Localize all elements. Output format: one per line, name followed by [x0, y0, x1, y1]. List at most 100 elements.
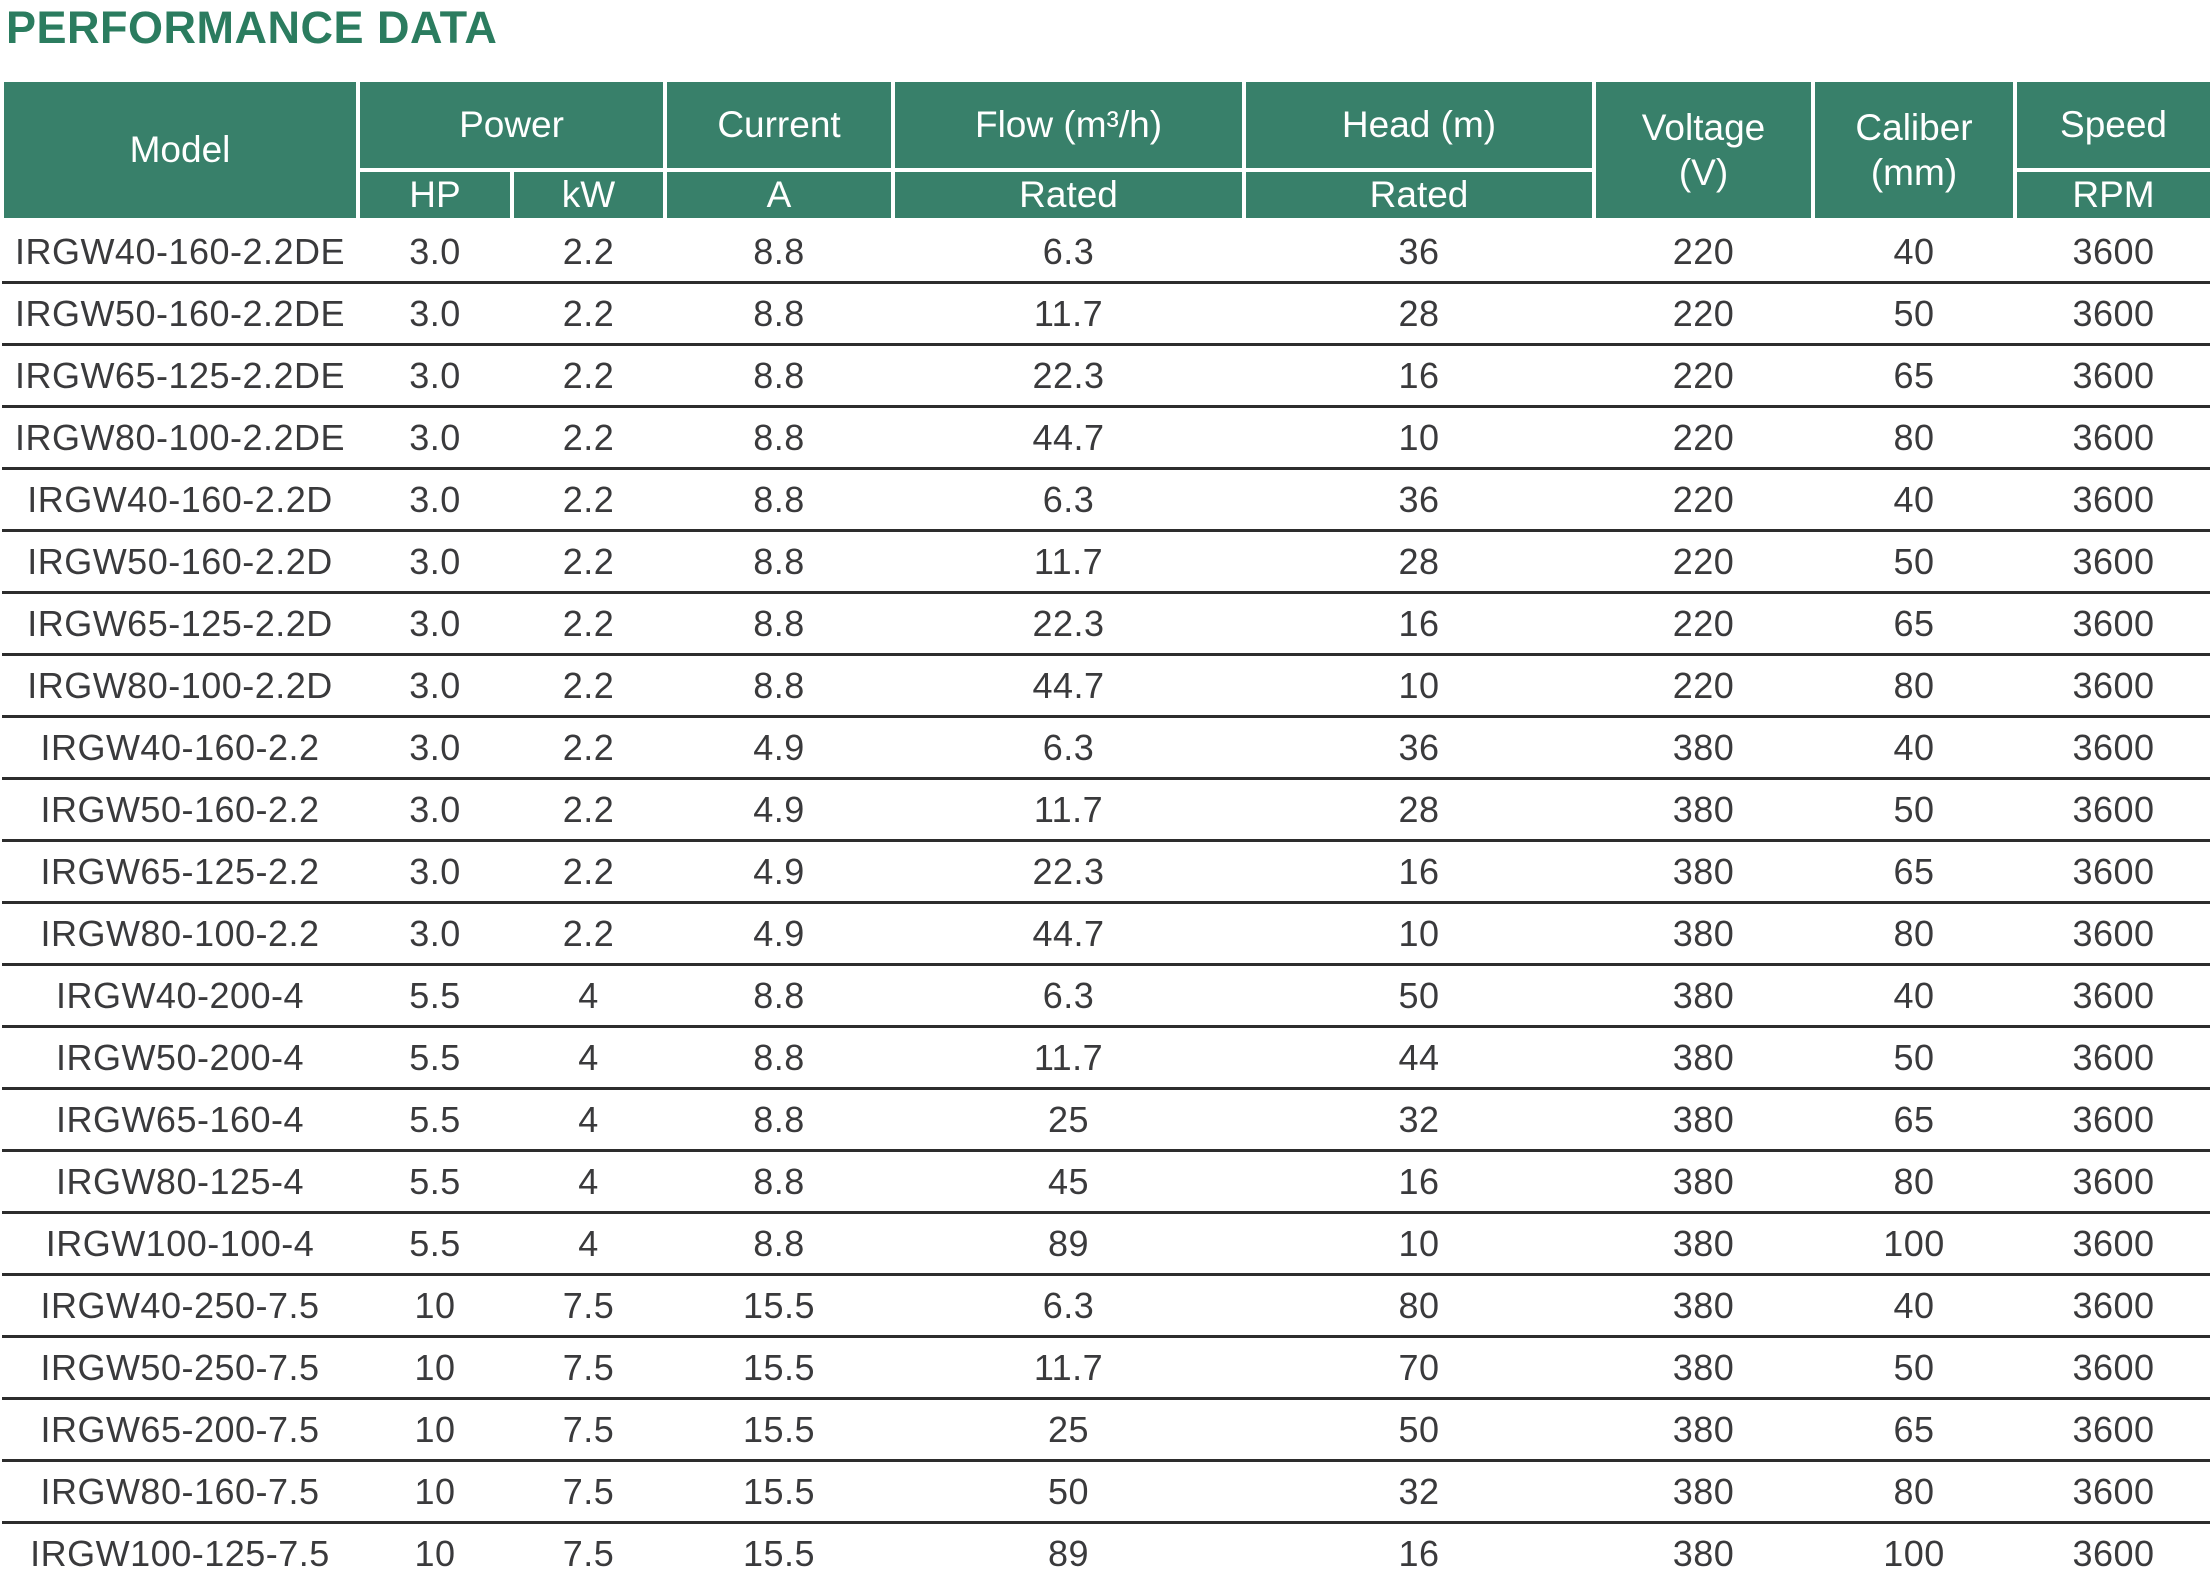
cell-current-a: 8.8	[665, 343, 894, 407]
cell-speed: 3600	[2015, 1273, 2210, 1337]
cell-head-rated: 36	[1244, 467, 1595, 531]
cell-model: IRGW40-160-2.2	[2, 715, 358, 779]
cell-head-rated: 10	[1244, 653, 1595, 717]
table-row: IRGW100-125-7.5 10 7.5 15.5 89 16 380 100 3600	[2, 1521, 2210, 1579]
cell-head-rated: 28	[1244, 281, 1595, 345]
cell-current-a: 15.5	[665, 1335, 894, 1399]
cell-speed: 3600	[2015, 1397, 2210, 1461]
cell-speed: 3600	[2015, 1149, 2210, 1213]
col-header-flow: Flow (m³/h)	[891, 78, 1247, 172]
cell-voltage: 220	[1594, 467, 1814, 531]
cell-voltage: 220	[1594, 343, 1814, 407]
cell-caliber: 65	[1813, 591, 2016, 655]
cell-speed: 3600	[2015, 653, 2210, 717]
cell-head-rated: 10	[1244, 405, 1595, 469]
cell-model: IRGW50-160-2.2D	[2, 529, 358, 593]
cell-caliber: 40	[1893, 230, 1935, 272]
cell-power-kw: 4	[512, 1149, 666, 1213]
cell-flow-rated: 11.7	[893, 777, 1245, 841]
cell-flow-rated: 6.3	[893, 1273, 1245, 1337]
table-row: IRGW100-100-4 5.5 4 8.8 89 10 380 100 3600	[2, 1211, 2210, 1275]
cell-model: IRGW65-125-2.2D	[2, 591, 358, 655]
cell-speed: 3600	[2015, 1459, 2210, 1523]
table-row: IRGW50-250-7.5 10 7.5 15.5 11.7 70 380 50 3600	[2, 1335, 2210, 1399]
cell-head-rated: 28	[1244, 777, 1595, 841]
col-subheader-kw: kW	[509, 168, 668, 222]
cell-caliber: 65	[1813, 1087, 2016, 1151]
cell-caliber: 65	[1813, 839, 2016, 903]
cell-power-hp: 3.0	[358, 281, 512, 345]
cell-speed: 3600	[2015, 1521, 2210, 1579]
cell-power-hp: 3.0	[358, 405, 512, 469]
cell-voltage: 220	[1594, 281, 1814, 345]
cell-voltage: 220	[1594, 591, 1814, 655]
cell-power-kw: 7.5	[512, 1273, 666, 1337]
cell-flow-rated: 45	[893, 1149, 1245, 1213]
cell-flow-rated: 44.7	[893, 901, 1245, 965]
cell-caliber: 40	[1813, 467, 2016, 531]
cell-speed: 3600	[2015, 529, 2210, 593]
cell-power-kw: 7.5	[512, 1521, 666, 1579]
cell-caliber: 65	[1813, 343, 2016, 407]
table-row: IRGW80-100-2.2DE 3.0 2.2 8.8 44.7 10 220 80 3600	[2, 405, 2210, 469]
cell-head-rated: 10	[1244, 901, 1595, 965]
table-row: IRGW50-160-2.2DE 3.0 2.2 8.8 11.7 28 220 50 3600	[2, 281, 2210, 345]
cell-flow-rated: 89	[893, 1211, 1245, 1275]
cell-flow-rated: 11.7	[893, 529, 1245, 593]
performance-table: Model Power Current Flow (m³/h) Head (m)…	[0, 78, 2210, 1579]
col-subheader-head-rated: Rated	[1242, 168, 1597, 222]
cell-power-kw: 2.2	[512, 901, 666, 965]
cell-head-rated: 80	[1244, 1273, 1595, 1337]
cell-model: IRGW65-160-4	[2, 1087, 358, 1151]
cell-speed: 3600	[2015, 1087, 2210, 1151]
cell-caliber: 100	[1813, 1521, 2016, 1579]
cell-power-hp: 10	[358, 1273, 512, 1337]
table-row: IRGW65-125-2.2 3.0 2.2 4.9 22.3 16 380 65 3600	[2, 839, 2210, 903]
cell-power-hp: 3.0	[409, 230, 461, 272]
cell-power-hp: 3.0	[358, 529, 512, 593]
cell-flow-rated: 89	[893, 1521, 1245, 1579]
cell-current-a: 8.8	[753, 230, 805, 272]
cell-speed: 3600	[2015, 1025, 2210, 1089]
cell-current-a: 8.8	[665, 467, 894, 531]
cell-current-a: 4.9	[665, 901, 894, 965]
cell-caliber: 65	[1813, 1397, 2016, 1461]
cell-speed: 3600	[2015, 591, 2210, 655]
cell-speed: 3600	[2015, 343, 2210, 407]
cell-caliber: 40	[1813, 963, 2016, 1027]
cell-power-kw: 2.2	[512, 715, 666, 779]
cell-head-rated: 50	[1244, 1397, 1595, 1461]
cell-flow-rated: 25	[893, 1397, 1245, 1461]
cell-voltage: 380	[1594, 1335, 1814, 1399]
cell-voltage: 220	[1672, 230, 1735, 272]
table-header: Model Power Current Flow (m³/h) Head (m)…	[0, 78, 2210, 222]
cell-flow-rated: 6.3	[893, 467, 1245, 531]
cell-head-rated: 32	[1244, 1459, 1595, 1523]
table-row: IRGW50-200-4 5.5 4 8.8 11.7 44 380 50 3600	[2, 1025, 2210, 1089]
cell-caliber: 50	[1813, 529, 2016, 593]
cell-head-rated: 70	[1244, 1335, 1595, 1399]
cell-model: IRGW80-100-2.2D	[2, 653, 358, 717]
col-header-caliber: Caliber (mm)	[1811, 78, 2018, 222]
table-row: IRGW65-125-2.2DE 3.0 2.2 8.8 22.3 16 220 65 3600	[2, 343, 2210, 407]
cell-flow-rated: 6.3	[1042, 230, 1095, 272]
cell-model: IRGW65-125-2.2	[2, 839, 358, 903]
table-row: IRGW80-125-4 5.5 4 8.8 45 16 380 80 3600	[2, 1149, 2210, 1213]
cell-head-rated: 32	[1244, 1087, 1595, 1151]
cell-caliber: 80	[1813, 653, 2016, 717]
cell-caliber: 50	[1813, 777, 2016, 841]
cell-model: IRGW40-160-2.2D	[2, 467, 358, 531]
cell-model: IRGW100-125-7.5	[2, 1521, 358, 1579]
cell-head-rated: 16	[1244, 1149, 1595, 1213]
cell-current-a: 15.5	[665, 1273, 894, 1337]
cell-voltage: 220	[1594, 405, 1814, 469]
col-subheader-rpm: RPM	[2013, 168, 2210, 222]
cell-current-a: 8.8	[665, 963, 894, 1027]
table-row: IRGW50-160-2.2 3.0 2.2 4.9 11.7 28 380 50 3600	[2, 777, 2210, 841]
cell-flow-rated: 25	[893, 1087, 1245, 1151]
cell-power-hp: 5.5	[358, 1149, 512, 1213]
cell-voltage: 380	[1594, 715, 1814, 779]
col-subheader-hp: HP	[356, 168, 514, 222]
cell-current-a: 15.5	[665, 1459, 894, 1523]
cell-head-rated: 16	[1244, 839, 1595, 903]
